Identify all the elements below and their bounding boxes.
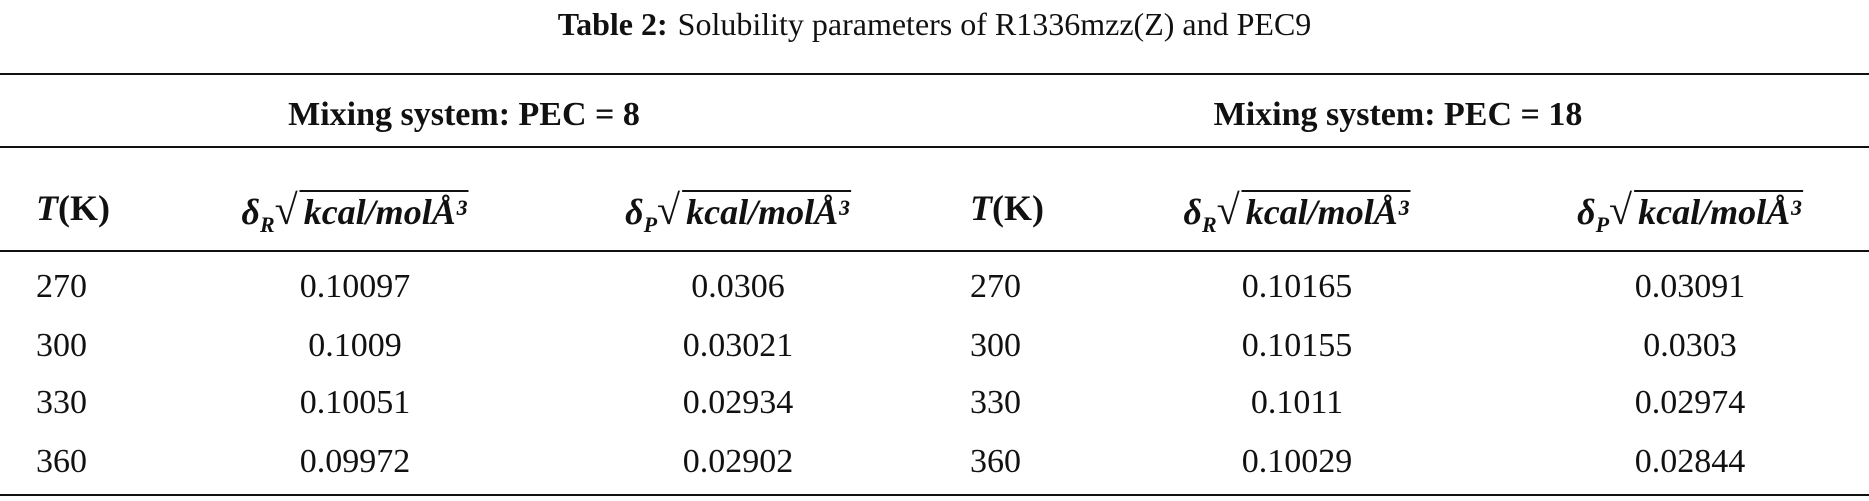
table-cell: 270	[970, 268, 1021, 305]
header-rule	[0, 250, 1869, 252]
sqrt-sign: √	[274, 188, 298, 234]
table-cell: 0.02844	[1634, 443, 1746, 480]
header-subscript: P	[1595, 212, 1610, 238]
caption-label: Table 2:	[557, 6, 668, 42]
table-cell: 0.02902	[682, 443, 794, 480]
column-header: δR√ kcal/molÅ³	[242, 190, 469, 236]
header-unit: (K)	[992, 188, 1044, 228]
column-header: T(K)	[970, 190, 1044, 226]
header-unit: (K)	[58, 188, 110, 228]
header-symbol: δ	[625, 192, 644, 232]
table-cell: 300	[970, 327, 1021, 364]
column-header: δP√ kcal/molÅ³	[625, 190, 851, 236]
table-cell: 0.10155	[1241, 327, 1353, 364]
column-header: δP√ kcal/molÅ³	[1577, 190, 1803, 236]
table-cell: 0.10165	[1241, 268, 1353, 305]
table-cell: 0.09972	[299, 443, 411, 480]
group-header: Mixing system: PEC = 18	[1213, 96, 1583, 133]
table-cell: 0.1009	[308, 327, 402, 364]
caption-text: Solubility parameters of R1336mzz(Z) and…	[677, 6, 1312, 42]
header-subscript: R	[259, 212, 275, 238]
group-header: Mixing system: PEC = 8	[288, 96, 640, 133]
table-cell: 0.0303	[1643, 327, 1737, 364]
header-symbol: T	[970, 188, 992, 228]
table-cell: 0.0306	[691, 268, 785, 305]
table-cell: 360	[36, 443, 87, 480]
header-radicand: kcal/molÅ³	[299, 190, 469, 230]
table-cell: 330	[36, 384, 87, 421]
table-cell: 300	[36, 327, 87, 364]
table-cell: 0.10051	[299, 384, 411, 421]
column-header: δR√ kcal/molÅ³	[1184, 190, 1411, 236]
sqrt-sign: √	[1609, 188, 1633, 234]
bottom-rule	[0, 494, 1869, 496]
table-caption: Table 2: Solubility parameters of R1336mz…	[0, 8, 1869, 40]
header-symbol: δ	[1577, 192, 1596, 232]
table-cell: 360	[970, 443, 1021, 480]
table-cell: 0.03021	[682, 327, 794, 364]
table-cell: 330	[970, 384, 1021, 421]
header-subscript: P	[643, 212, 658, 238]
header-symbol: T	[36, 188, 58, 228]
sqrt-sign: √	[657, 188, 681, 234]
header-radicand: kcal/molÅ³	[1241, 190, 1411, 230]
header-symbol: δ	[1183, 192, 1202, 232]
table-cell: 0.02934	[682, 384, 794, 421]
header-radicand: kcal/molÅ³	[682, 190, 851, 230]
column-header: T(K)	[36, 190, 110, 226]
table-cell: 0.02974	[1634, 384, 1746, 421]
group-rule	[0, 146, 1869, 148]
table-cell: 0.10097	[299, 268, 411, 305]
table-cell: 0.03091	[1634, 268, 1746, 305]
header-subscript: R	[1201, 212, 1217, 238]
table-cell: 0.10029	[1241, 443, 1353, 480]
header-symbol: δ	[241, 192, 260, 232]
header-radicand: kcal/molÅ³	[1634, 190, 1803, 230]
table-cell: 270	[36, 268, 87, 305]
table-cell: 0.1011	[1250, 384, 1344, 421]
sqrt-sign: √	[1216, 188, 1240, 234]
top-rule	[0, 73, 1869, 75]
